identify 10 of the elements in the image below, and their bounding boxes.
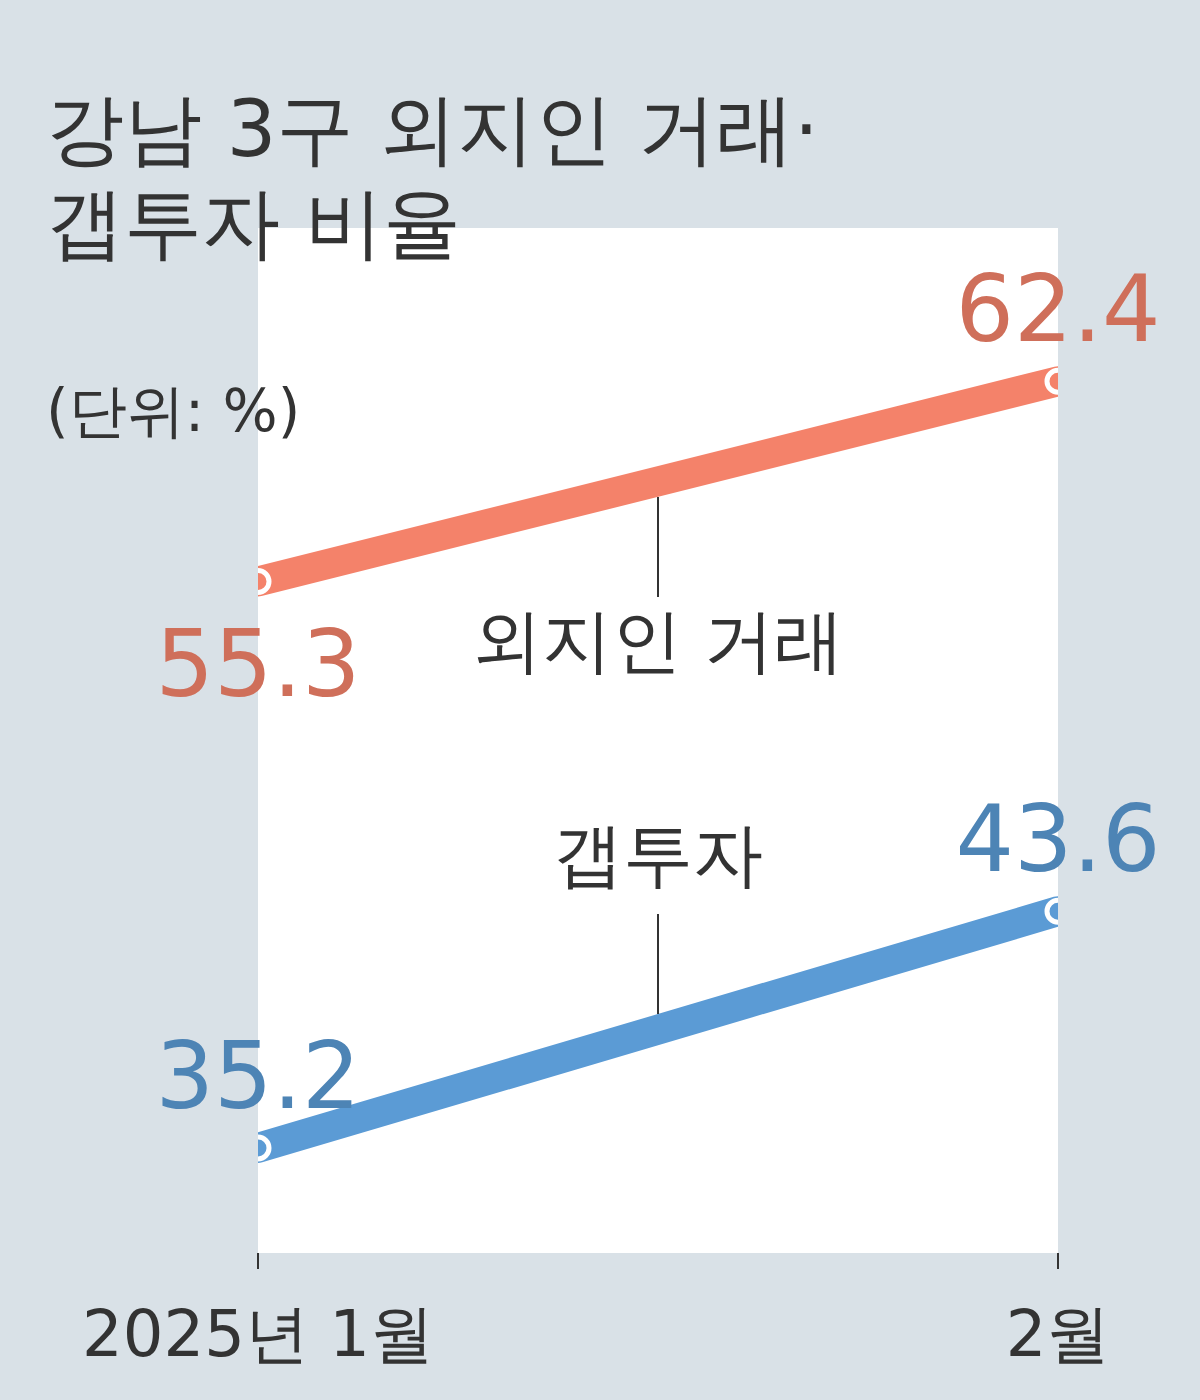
chart-title: 강남 3구 외지인 거래· 갭투자 비율 xyxy=(46,83,819,270)
x-tick-label: 2월 xyxy=(1005,1297,1111,1372)
data-label: 55.3 xyxy=(155,611,361,719)
data-label: 43.6 xyxy=(955,786,1161,894)
data-label: 62.4 xyxy=(955,256,1161,364)
series-label: 외지인 거래 xyxy=(471,600,845,683)
series-label: 갭투자 xyxy=(553,813,763,896)
data-label: 35.2 xyxy=(155,1022,361,1130)
x-tick-label: 2025년 1월 xyxy=(82,1297,434,1372)
chart-subtitle: (단위: %) xyxy=(46,376,301,447)
